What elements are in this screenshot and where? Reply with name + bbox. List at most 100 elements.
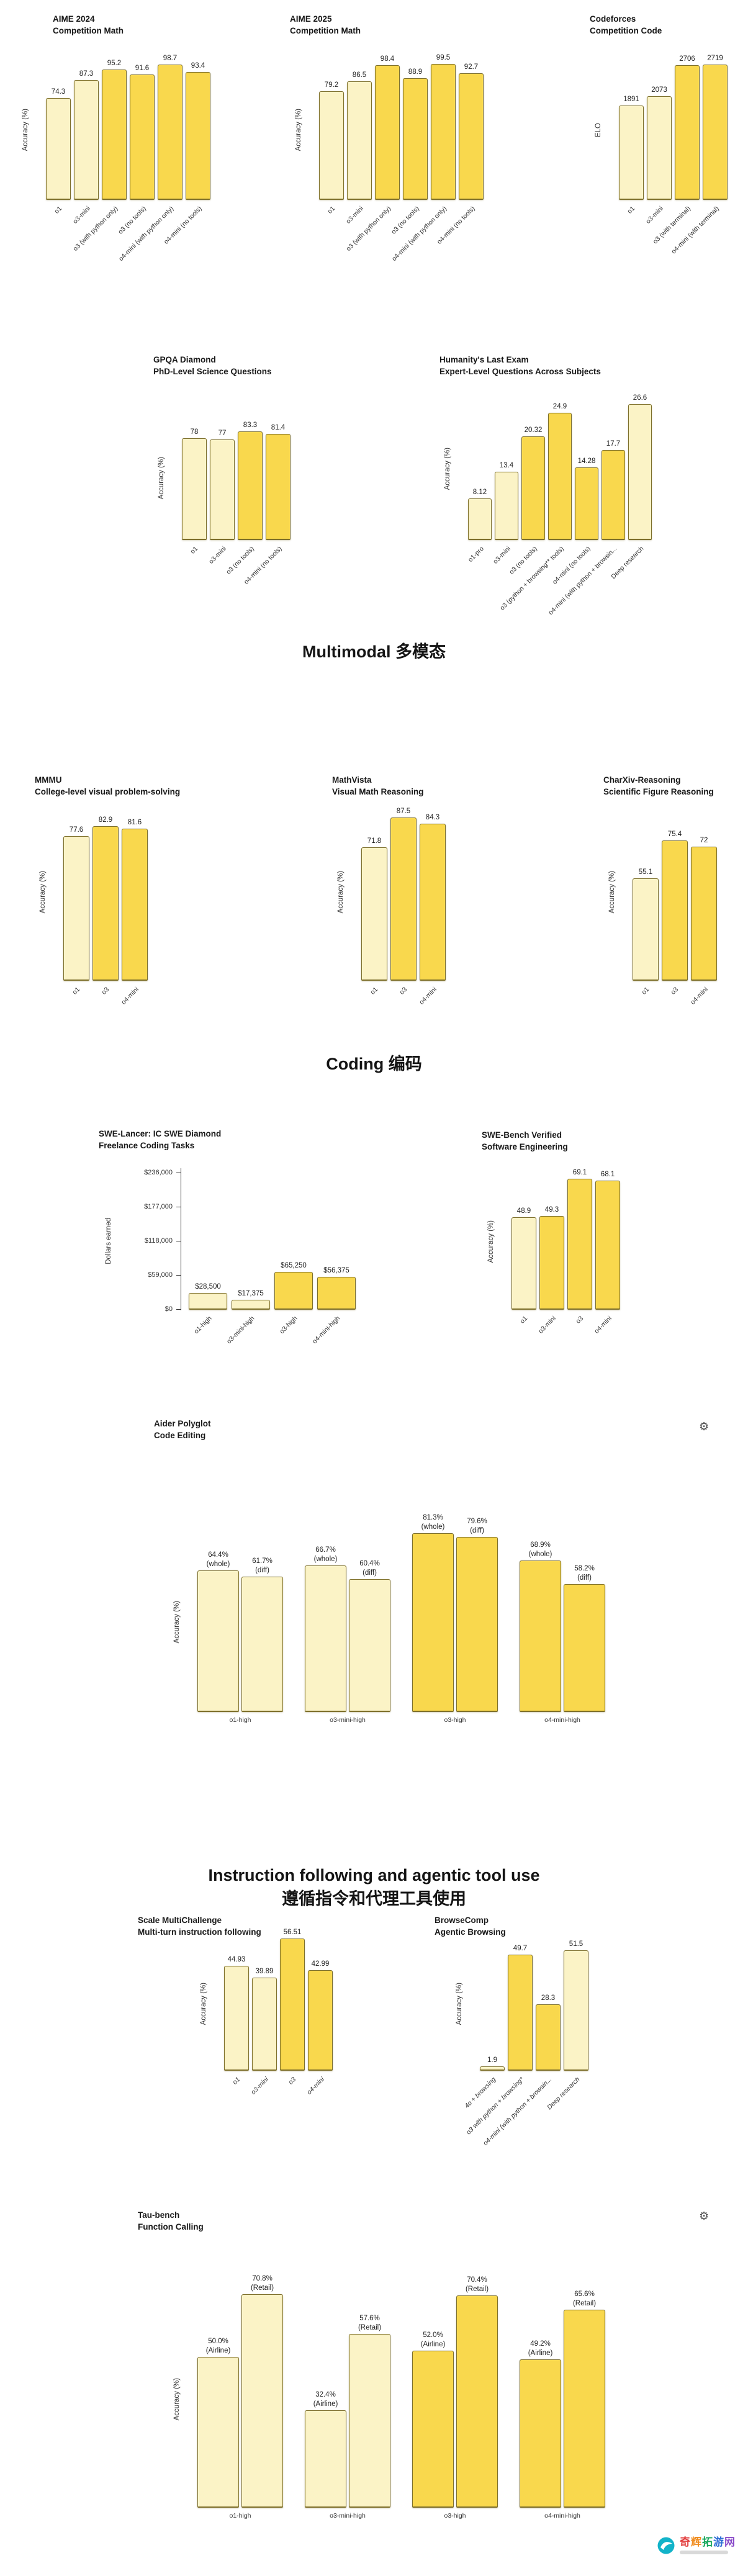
bar-value-label: 98.4 — [381, 55, 394, 64]
bar: 51.5 — [564, 1940, 588, 2071]
bar-value-label: 99.5 — [436, 53, 450, 63]
section-title-coding: Coding 编码 — [326, 1055, 422, 1073]
bar-group: 86.5 o3-mini — [345, 60, 372, 281]
chart-title-line: Tau-bench — [138, 2210, 180, 2220]
bar-row: 98.4 — [375, 55, 400, 200]
bar-value: 92.7 — [464, 63, 479, 71]
chart-title-line: Software Engineering — [482, 1142, 568, 1151]
bar-group: 92.7 o4-mini (no tools) — [436, 60, 484, 281]
x-axis-label: Deep research — [610, 540, 652, 633]
bar-value-label: 1.9 — [487, 2056, 497, 2065]
y-axis-label-text: Accuracy (%) — [444, 447, 451, 490]
x-axis-label: o4-mini — [119, 981, 148, 1018]
bar-row: 88.9 — [403, 60, 428, 200]
bar-group: 81.4 o4-mini (no tools) — [243, 416, 291, 615]
bar-value-label: 79.6% (diff) — [467, 1517, 487, 1536]
x-axis-label: o1 — [46, 200, 71, 281]
bar-value-label: 68.9% (whole) — [529, 1541, 552, 1559]
bar-value: 8.12 — [472, 488, 487, 496]
x-axis-label-text: o4-mini — [592, 1314, 613, 1335]
plot-column: 64.4% (whole) 61.7% (diff) o1-high 66.7% (whol… — [197, 1442, 605, 1724]
bar-value: 57.6% — [359, 2314, 380, 2322]
bar-value: 49.2% — [530, 2340, 551, 2348]
bar-value-label: 77 — [219, 429, 227, 438]
bar-value: 98.7 — [163, 54, 178, 62]
bar-row: 93.4 — [186, 60, 210, 200]
bar-group: 55.1 o1 — [633, 804, 659, 1018]
x-axis-label-text: o1 — [326, 204, 337, 215]
bar: 1.9 — [480, 2056, 505, 2071]
bar: 49.7 — [508, 1945, 533, 2071]
bar-value-label: 28.3 — [541, 1994, 555, 2003]
bar-group: 13.4 o3-mini — [492, 397, 518, 633]
bar-row: 2706 — [675, 55, 700, 200]
chart-title: Aider Polyglot Code Editing — [154, 1418, 605, 1442]
watermark-char: 拓 — [702, 2536, 713, 2549]
bar-group: 17.7 o4-mini (with python + browsin... — [547, 397, 625, 633]
x-axis-label: o4-mini — [305, 2071, 333, 2114]
section-title-multimodal: Multimodal 多模态 — [302, 642, 446, 661]
bar: 20.32 — [521, 426, 545, 540]
chart-title-line: AIME 2025 — [290, 14, 332, 24]
bar-value-label: 68.1 — [601, 1170, 615, 1179]
bar-row: 81.3% (whole) 79.6% (diff) — [412, 1514, 498, 1712]
bar-group: 72 o4-mini — [688, 804, 717, 1018]
x-axis-label: o3-high — [444, 1716, 466, 1724]
bar-row: 51.5 — [564, 1937, 588, 2071]
bar: 52.0% (Airline) — [412, 2331, 454, 2508]
bar-group: 66.7% (whole) 60.4% (diff) o3-mini-high — [305, 1532, 390, 1724]
bar-value: 81.3% — [423, 1513, 443, 1521]
bar-value: 79.6% — [467, 1517, 487, 1525]
x-axis-label: o4-mini — [418, 981, 446, 1018]
chart-title-line: Competition Math — [53, 25, 124, 35]
x-axis-label: o1-pro — [467, 540, 492, 633]
chart-title-line: Function Calling — [138, 2222, 204, 2231]
chart-tau-bench: Tau-bench Function Calling Accuracy (%) 50.… — [138, 2210, 605, 2520]
bar: 28.3 — [536, 1994, 561, 2071]
bar-row: 49.3 — [539, 1173, 564, 1310]
bar-row: 68.1 — [595, 1170, 620, 1310]
bar-row: 52.0% (Airline) 70.4% (Retail) — [412, 2276, 498, 2508]
x-axis-label-text: o1 — [189, 544, 200, 556]
y-tick-label: $59,000 — [148, 1271, 173, 1279]
bar-value-label: 72 — [700, 836, 708, 845]
bar-group: 84.3 o4-mini — [418, 804, 446, 1018]
y-axis-label: Accuracy (%) — [602, 804, 633, 981]
bar-value-label: 61.7% (diff) — [252, 1557, 273, 1575]
bar-value-label: 87.5 — [397, 807, 410, 816]
plot-area: 48.9 o1 49.3 o3-mini 69.1 o3 68.1 o4-mini — [511, 1169, 620, 1353]
bar-group: 98.4 o3 (with python only) — [345, 55, 400, 281]
bar-value: 51.5 — [569, 1940, 584, 1948]
bar-value-label: 79.2 — [325, 81, 338, 90]
bar-row: 68.9% (whole) 58.2% (diff) — [520, 1532, 605, 1712]
bar-value-label: 64.4% (whole) — [207, 1551, 230, 1569]
bar-value: 65.6% — [574, 2290, 595, 2298]
bar-group: 79.2 o1 — [319, 60, 344, 281]
bar-value: 93.4 — [191, 61, 205, 70]
bar-group: 8.12 o1-pro — [467, 397, 492, 633]
y-axis-label: Accuracy (%) — [151, 416, 182, 540]
x-axis-label: o4-mini (with terminal) — [670, 200, 728, 281]
x-axis-label: o3 — [567, 1310, 592, 1353]
bar-value-note: (Retail) — [250, 2284, 274, 2292]
bar-value: 49.3 — [544, 1205, 559, 1214]
bar-value-label: 49.3 — [545, 1205, 559, 1215]
chart-body: Accuracy (%) 74.3 o1 87.3 o3-mini 95.2 o3 (wit… — [16, 37, 210, 281]
bar-value: 86.5 — [352, 71, 367, 79]
chart-title-line: PhD-Level Science Questions — [153, 366, 272, 376]
chart-title: AIME 2024 Competition Math — [53, 14, 210, 37]
bar-value-label: 52.0% (Airline) — [421, 2331, 446, 2349]
bar: 74.3 — [46, 88, 71, 200]
bar-row: 26.6 — [628, 394, 652, 540]
bar-value: 56.51 — [283, 1928, 302, 1936]
bar-value-note: (Retail) — [465, 2285, 489, 2293]
x-axis-label: o3 — [662, 981, 688, 1018]
chart-body: Accuracy (%) 50.0% (Airline) 70.8% (Retail) o… — [167, 2233, 605, 2520]
bar-group: 2719 o4-mini (with terminal) — [670, 55, 728, 281]
x-axis-label-text: o4-mini — [119, 985, 140, 1006]
chart-body: Accuracy (%) 77.6 o1 82.9 o3 81.6 o4-mini — [33, 798, 180, 1018]
bar: $17,375 — [232, 1290, 270, 1310]
x-axis-label-text: o4-mini — [688, 985, 710, 1006]
bar-value: $17,375 — [238, 1289, 264, 1297]
bar: 99.5 — [431, 54, 456, 200]
